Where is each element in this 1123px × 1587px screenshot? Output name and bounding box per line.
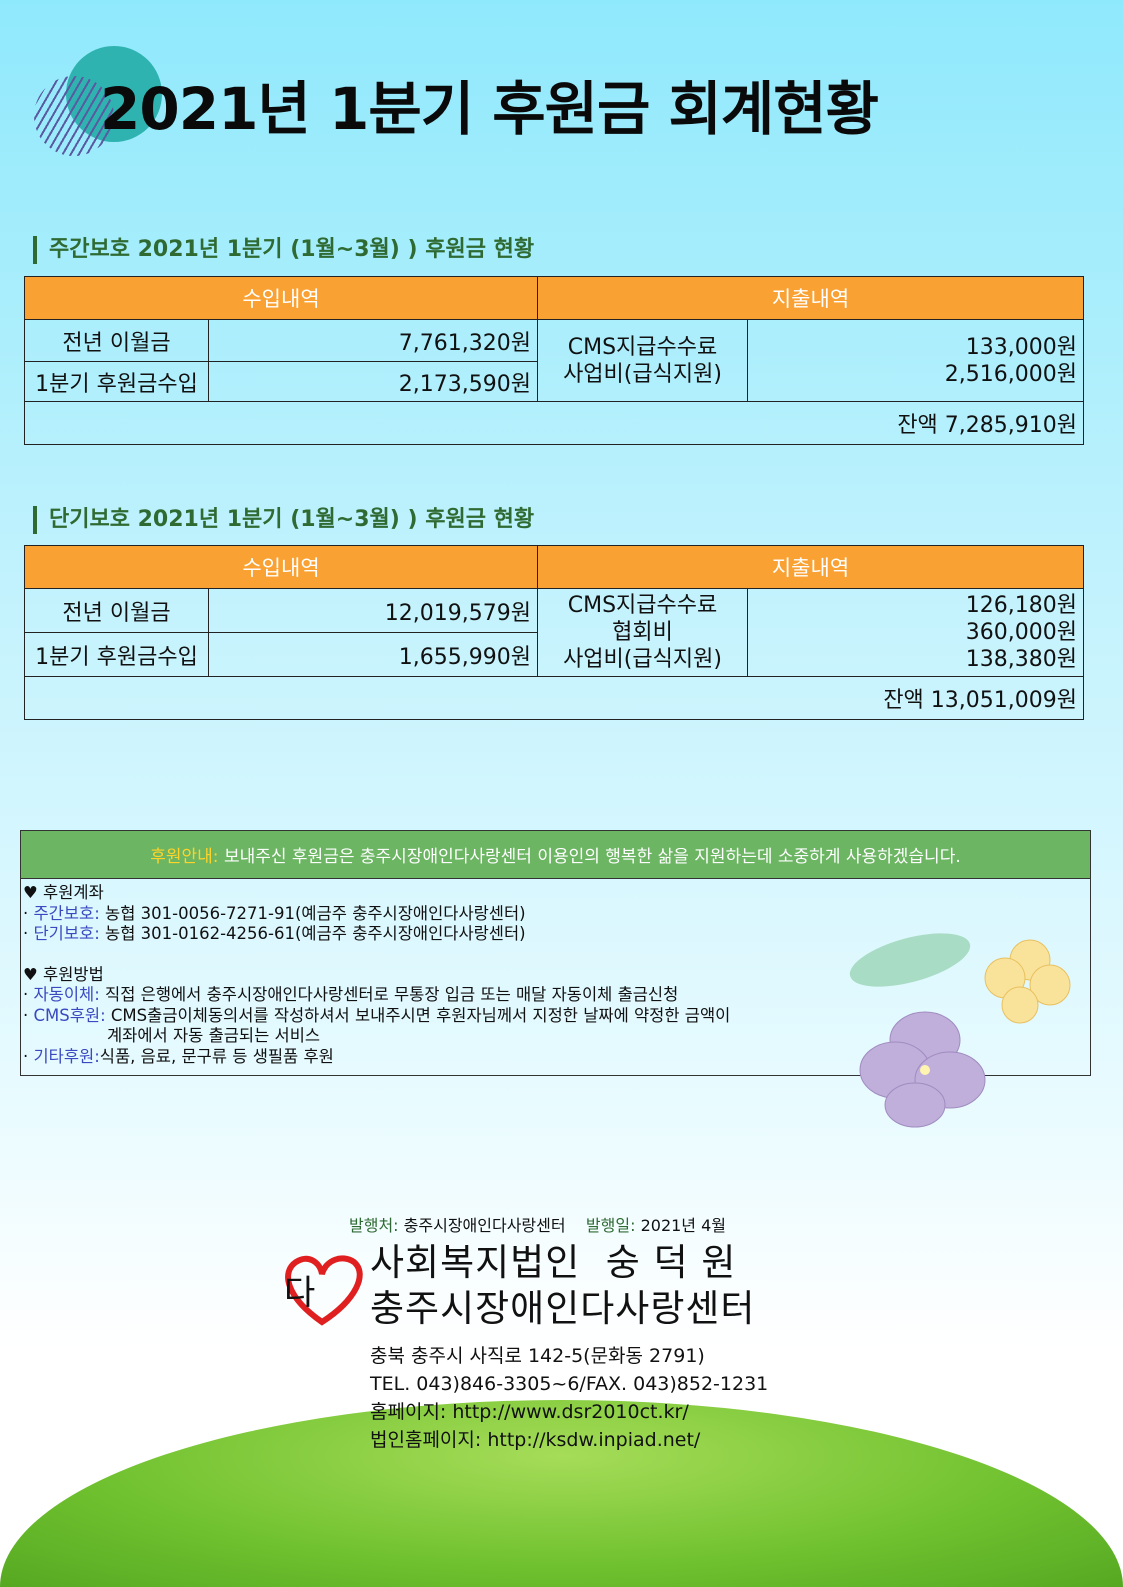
- method-label: CMS후원:: [33, 1005, 106, 1025]
- account-item: · 주간보호: 농협 301-0056-7271-91(예금주 충주시장애인다사…: [23, 903, 526, 923]
- day-care-table: 수입내역 지출내역 전년 이월금 7,761,320원 CMS지급수수료 사업비(급식…: [24, 276, 1084, 445]
- income-header: 수입내역: [24, 276, 538, 320]
- expense-amount: 126,180원: [965, 593, 1077, 618]
- income-label: 전년 이월금: [24, 319, 209, 362]
- publication-info: 발행처: 충주시장애인다사랑센터 발행일: 2021년 4월: [349, 1212, 726, 1236]
- svg-text:다: 다: [284, 1273, 315, 1313]
- expense-label: 협회비: [612, 620, 673, 645]
- income-amount: 2,173,590원: [208, 361, 538, 402]
- account-label: 단기보호:: [33, 924, 100, 943]
- contact-info: 충북 충주시 사직로 142-5(문화동 2791) TEL. 043)846-…: [370, 1342, 768, 1454]
- center-name: 충주시장애인다사랑센터: [370, 1287, 756, 1330]
- short-term-table: 수입내역 지출내역 전년 이월금 12,019,579원 CMS지급수수료 협회비 사업…: [24, 545, 1084, 720]
- income-amount: 7,761,320원: [208, 319, 538, 362]
- section-heading-day-care: 주간보호 2021년 1분기 (1월~3월) ) 후원금 현황: [33, 236, 534, 264]
- expense-label: CMS지급수수료: [567, 334, 718, 360]
- method-label: 기타후원:: [33, 1046, 100, 1066]
- method-item: · 기타후원:식품, 음료, 문구류 등 생필품 후원: [23, 1046, 334, 1066]
- corp-homepage-link[interactable]: 법인홈페이지: http://ksdw.inpiad.net/: [370, 1429, 701, 1451]
- income-amount: 1,655,990원: [208, 632, 538, 677]
- info-header-label: 후원안내:: [150, 847, 219, 867]
- organization-logo: 다: [284, 1255, 363, 1326]
- account-item: · 단기보호: 농협 301-0162-4256-61(예금주 충주시장애인다사…: [23, 924, 526, 943]
- balance: 잔액 7,285,910원: [24, 401, 1084, 445]
- account-text: 농협 301-0056-7271-91(예금주 충주시장애인다사랑센터): [105, 903, 526, 923]
- donation-info-box: 후원안내: 보내주신 후원금은 충주시장애인다사랑센터 이용인의 행복한 삶을 …: [20, 830, 1091, 1076]
- expense-amount: 360,000원: [965, 620, 1077, 645]
- publisher-label: 발행처:: [349, 1216, 399, 1235]
- expense-amount: 2,516,000원: [944, 361, 1077, 387]
- method-item: · CMS후원: CMS출금이체동의서를 작성하셔서 보내주시면 후원자님께서 …: [23, 1005, 731, 1025]
- accounts-title: ♥ 후원계좌: [23, 883, 104, 902]
- expense-labels: CMS지급수수료 사업비(급식지원): [537, 319, 748, 402]
- income-label: 1분기 후원금수입: [24, 632, 209, 677]
- info-header: 후원안내: 보내주신 후원금은 충주시장애인다사랑센터 이용인의 행복한 삶을 …: [21, 831, 1090, 879]
- expense-header: 지출내역: [537, 545, 1084, 589]
- organization-name: 사회복지법인 숭 덕 원 충주시장애인다사랑센터: [370, 1240, 755, 1332]
- expense-amount: 133,000원: [965, 334, 1077, 360]
- publisher: 충주시장애인다사랑센터: [403, 1216, 566, 1235]
- income-label: 1분기 후원금수입: [24, 361, 209, 402]
- expense-amount: 138,380원: [965, 647, 1077, 672]
- expense-label: 사업비(급식지원): [563, 361, 722, 387]
- expense-label: 사업비(급식지원): [563, 647, 722, 672]
- corporation-name: 사회복지법인 숭 덕 원: [370, 1241, 737, 1284]
- expense-amounts: 133,000원 2,516,000원: [747, 319, 1084, 402]
- expense-header: 지출내역: [537, 276, 1084, 320]
- income-header: 수입내역: [24, 545, 538, 589]
- publish-date: 2021년 4월: [640, 1216, 727, 1235]
- method-label: 자동이체:: [33, 985, 100, 1004]
- phone-fax: TEL. 043)846-3305~6/FAX. 043)852-1231: [370, 1373, 769, 1395]
- homepage-link[interactable]: 홈페이지: http://www.dsr2010ct.kr/: [370, 1401, 689, 1423]
- expense-amounts: 126,180원 360,000원 138,380원: [747, 588, 1084, 677]
- method-text: CMS출금이체동의서를 작성하셔서 보내주시면 후원자님께서 지정한 날짜에 약…: [110, 1005, 731, 1025]
- page-title: 2021년 1분기 후원금 회계현황: [100, 75, 879, 143]
- title-stripe-decoration: [34, 76, 114, 156]
- expense-labels: CMS지급수수료 협회비 사업비(급식지원): [537, 588, 748, 677]
- info-header-text: 보내주신 후원금은 충주시장애인다사랑센터 이용인의 행복한 삶을 지원하는데 …: [223, 847, 961, 867]
- method-item: · 자동이체: 직접 은행에서 충주시장애인다사랑센터로 무통장 입금 또는 매…: [23, 985, 679, 1004]
- balance: 잔액 13,051,009원: [24, 676, 1084, 720]
- address: 충북 충주시 사직로 142-5(문화동 2791): [370, 1345, 705, 1367]
- flower-illustration: [849, 933, 1071, 1128]
- income-label: 전년 이월금: [24, 588, 209, 633]
- section-heading-short-term: 단기보호 2021년 1분기 (1월~3월) ) 후원금 현황: [33, 506, 534, 534]
- method-text: 직접 은행에서 충주시장애인다사랑센터로 무통장 입금 또는 매달 자동이체 출…: [105, 985, 679, 1004]
- method-text: 식품, 음료, 문구류 등 생필품 후원: [99, 1046, 334, 1066]
- account-text: 농협 301-0162-4256-61(예금주 충주시장애인다사랑센터): [105, 924, 526, 943]
- expense-label: CMS지급수수료: [567, 593, 718, 618]
- methods-title: ♥ 후원방법: [23, 964, 104, 984]
- income-amount: 12,019,579원: [208, 588, 538, 633]
- method-text-cont: 계좌에서 자동 출금되는 서비스: [107, 1026, 321, 1045]
- account-label: 주간보호:: [33, 903, 100, 923]
- date-label: 발행일:: [585, 1216, 636, 1235]
